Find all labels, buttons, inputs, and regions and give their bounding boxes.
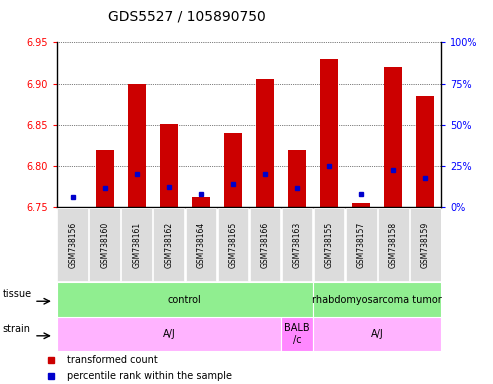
Bar <box>96 150 113 207</box>
Bar <box>288 150 306 207</box>
Bar <box>282 208 313 281</box>
Bar <box>89 208 120 281</box>
Text: GSM738161: GSM738161 <box>132 222 141 268</box>
Bar <box>385 67 402 207</box>
Bar <box>224 133 242 207</box>
Bar <box>217 208 248 281</box>
Bar <box>57 282 313 317</box>
Text: GSM738163: GSM738163 <box>292 222 302 268</box>
Bar <box>346 208 377 281</box>
Bar <box>57 317 281 351</box>
Text: GSM738159: GSM738159 <box>421 222 430 268</box>
Text: GSM738157: GSM738157 <box>356 222 366 268</box>
Text: A/J: A/J <box>163 329 175 339</box>
Bar <box>256 79 274 207</box>
Text: GSM738156: GSM738156 <box>68 222 77 268</box>
Bar <box>249 208 281 281</box>
Text: GSM738160: GSM738160 <box>100 222 109 268</box>
Text: BALB
/c: BALB /c <box>284 323 310 345</box>
Bar <box>313 282 441 317</box>
Bar <box>57 208 88 281</box>
Text: rhabdomyosarcoma tumor: rhabdomyosarcoma tumor <box>312 295 442 305</box>
Bar <box>410 208 441 281</box>
Text: GSM738166: GSM738166 <box>260 222 270 268</box>
Text: GSM738158: GSM738158 <box>388 222 398 268</box>
Text: GSM738165: GSM738165 <box>228 222 238 268</box>
Bar <box>121 208 152 281</box>
Bar <box>160 124 177 207</box>
Bar <box>281 317 313 351</box>
Text: percentile rank within the sample: percentile rank within the sample <box>67 371 232 381</box>
Bar <box>314 208 345 281</box>
Bar <box>192 197 210 207</box>
Text: GSM738164: GSM738164 <box>196 222 206 268</box>
Text: A/J: A/J <box>371 329 384 339</box>
Bar <box>153 208 184 281</box>
Text: transformed count: transformed count <box>67 354 157 364</box>
Text: GSM738155: GSM738155 <box>324 222 334 268</box>
Bar <box>417 96 434 207</box>
Bar <box>378 208 409 281</box>
Text: control: control <box>168 295 202 305</box>
Bar <box>352 203 370 207</box>
Text: GDS5527 / 105890750: GDS5527 / 105890750 <box>108 10 266 23</box>
Bar <box>320 59 338 207</box>
Bar <box>185 208 216 281</box>
Bar <box>128 84 145 207</box>
Bar <box>313 317 441 351</box>
Text: GSM738162: GSM738162 <box>164 222 174 268</box>
Text: tissue: tissue <box>3 289 32 300</box>
Text: strain: strain <box>3 324 31 334</box>
